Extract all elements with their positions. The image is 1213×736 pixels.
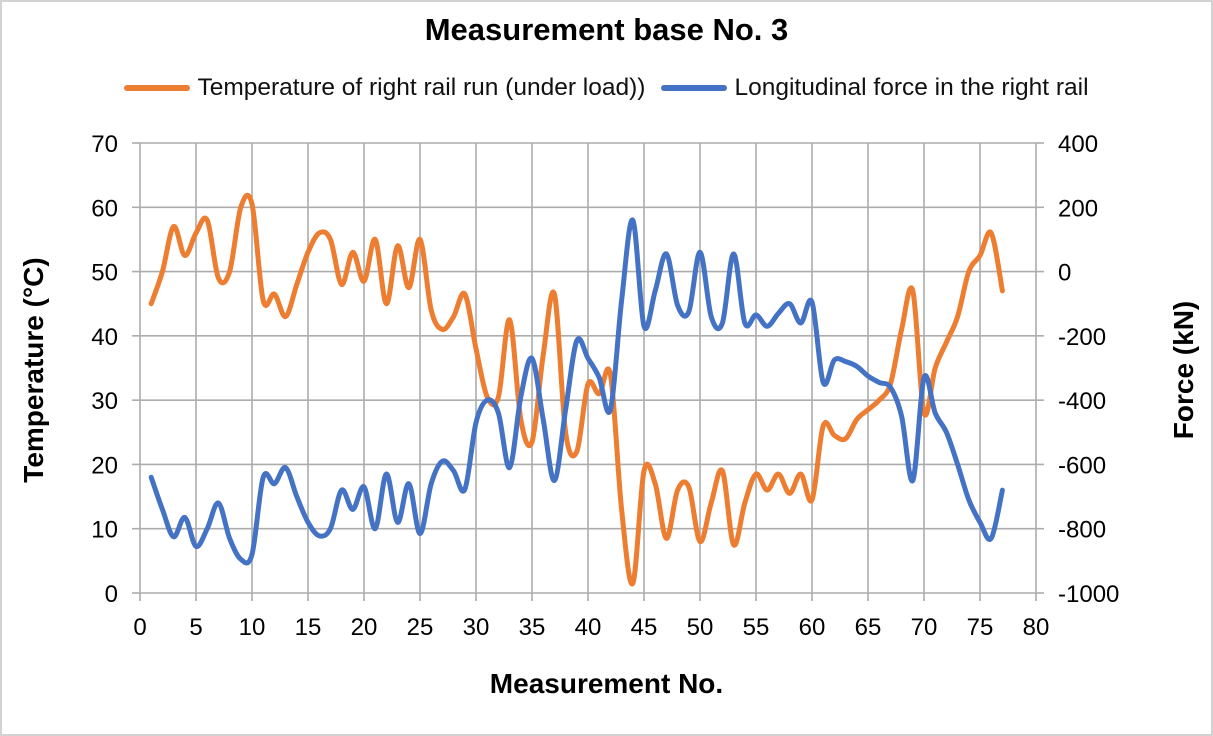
x-tick-label: 75 <box>967 614 994 641</box>
y-right-tick-label: -800 <box>1058 517 1106 544</box>
x-tick-label: 50 <box>687 614 714 641</box>
x-tick-label: 70 <box>911 614 938 641</box>
x-tick-label: 45 <box>631 614 658 641</box>
x-tick-label: 15 <box>295 614 322 641</box>
x-tick-label: 20 <box>351 614 378 641</box>
x-tick-label: 25 <box>407 614 434 641</box>
legend: Temperature of right rail run (under loa… <box>2 74 1211 102</box>
x-tick-label: 65 <box>855 614 882 641</box>
y-left-tick-label: 60 <box>91 195 118 222</box>
force-series-line <box>148 217 1005 566</box>
x-tick-label: 40 <box>575 614 602 641</box>
legend-item-temperature: Temperature of right rail run (under loa… <box>124 74 645 102</box>
x-tick-label: 55 <box>743 614 770 641</box>
legend-label-force: Longitudinal force in the right rail <box>734 74 1089 101</box>
force-line-swatch <box>661 85 728 91</box>
x-axis-title: Measurement No. <box>489 668 724 699</box>
y-left-tick-label: 50 <box>91 260 118 287</box>
y-left-tick-label: 30 <box>91 388 118 415</box>
legend-label-temperature: Temperature of right rail run (under loa… <box>197 74 646 101</box>
y-right-tick-label: 200 <box>1058 195 1098 222</box>
y-right-tick-label: -1000 <box>1058 581 1119 608</box>
x-tick-label: 10 <box>239 614 266 641</box>
y-left-tick-label: 40 <box>91 324 118 351</box>
y-right-tick-label: -400 <box>1058 388 1106 415</box>
x-tick-label: 0 <box>133 614 146 641</box>
x-tick-label: 60 <box>799 614 826 641</box>
y-left-tick-label: 20 <box>91 452 118 479</box>
y-right-tick-label: -600 <box>1058 452 1106 479</box>
chart-title: Measurement base No. 3 <box>424 12 789 47</box>
x-tick-label: 5 <box>189 614 202 641</box>
y-right-tick-label: 0 <box>1058 260 1071 287</box>
x-tick-label: 35 <box>519 614 546 641</box>
y-right-tick-label: -200 <box>1058 324 1106 351</box>
y-left-tick-label: 70 <box>91 131 118 158</box>
y-right-tick-label: 400 <box>1058 131 1098 158</box>
temperature-series-line <box>148 192 1005 587</box>
x-tick-label: 80 <box>1023 614 1050 641</box>
y-left-tick-label: 10 <box>91 517 118 544</box>
legend-item-force: Longitudinal force in the right rail <box>661 74 1089 102</box>
y-left-tick-label: 0 <box>105 581 118 608</box>
x-tick-label: 30 <box>463 614 490 641</box>
temperature-line-swatch <box>124 85 191 91</box>
